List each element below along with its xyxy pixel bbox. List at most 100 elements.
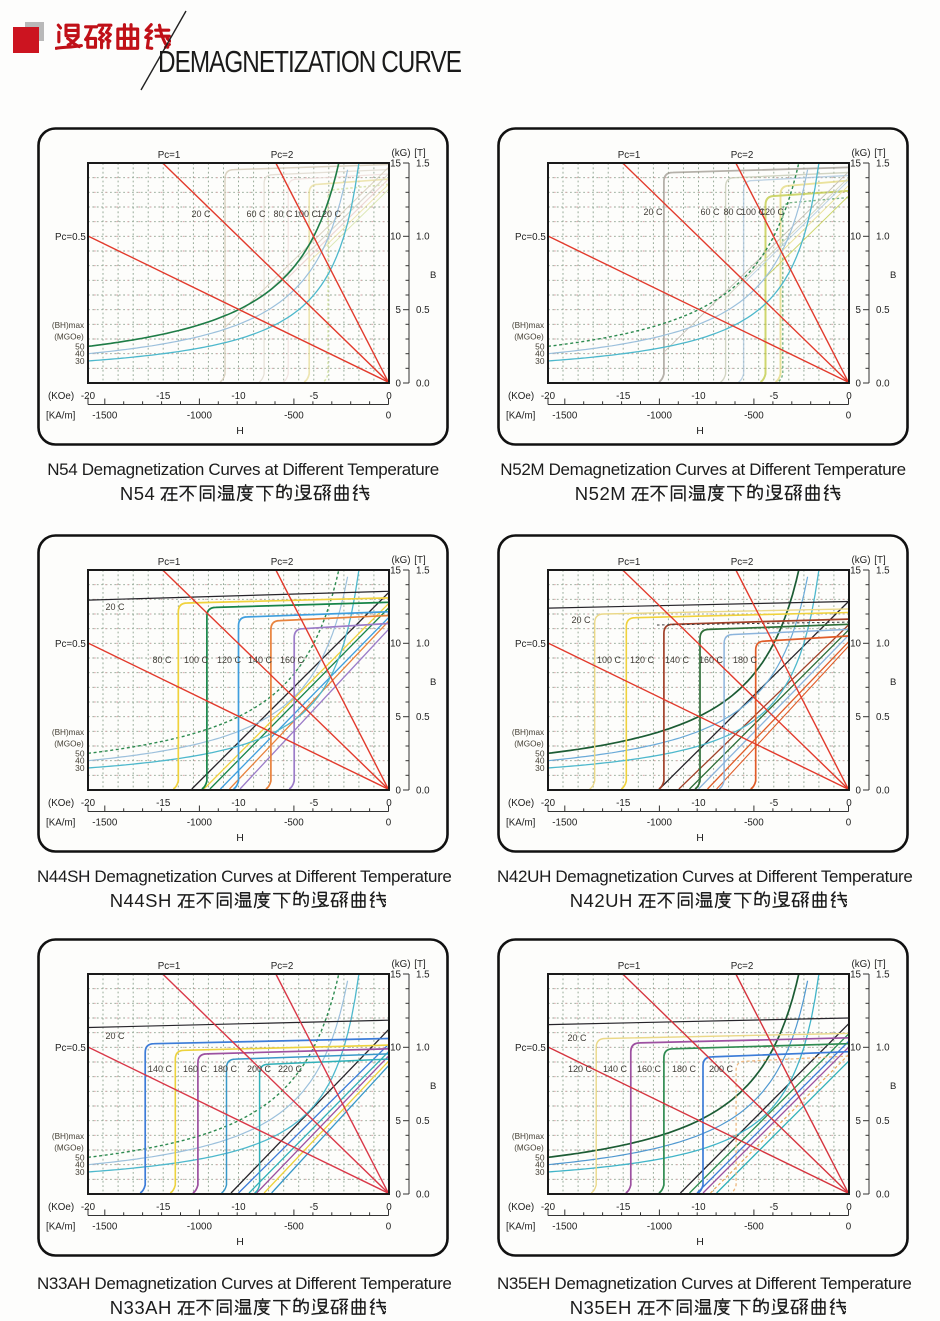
svg-text:0: 0 (856, 1189, 862, 1200)
svg-text:B: B (430, 677, 436, 688)
svg-text:30: 30 (535, 1167, 545, 1177)
svg-text:30: 30 (75, 356, 85, 366)
svg-text:40: 40 (535, 756, 545, 766)
svg-text:-1500: -1500 (92, 1222, 118, 1233)
svg-text:(kG): (kG) (391, 959, 410, 970)
svg-text:-500: -500 (284, 818, 304, 829)
svg-text:140 C: 140 C (603, 1064, 628, 1074)
svg-text:1.0: 1.0 (876, 232, 890, 243)
svg-text:-15: -15 (616, 1202, 631, 1213)
svg-text:[KA/m]: [KA/m] (506, 1222, 536, 1233)
svg-text:10: 10 (390, 232, 401, 243)
svg-text:B: B (430, 270, 436, 281)
svg-text:1.0: 1.0 (876, 639, 890, 650)
svg-text:[T]: [T] (874, 555, 886, 566)
svg-text:15: 15 (390, 565, 401, 576)
svg-text:0: 0 (386, 818, 392, 829)
svg-text:[KA/m]: [KA/m] (46, 1222, 76, 1233)
svg-text:140 C: 140 C (148, 1064, 173, 1074)
svg-text:Pc=0.5: Pc=0.5 (515, 639, 546, 650)
svg-text:120 C: 120 C (760, 207, 785, 217)
svg-text:-15: -15 (156, 1202, 171, 1213)
svg-text:5: 5 (856, 305, 862, 316)
svg-text:0: 0 (386, 798, 392, 809)
svg-text:100 C: 100 C (597, 655, 622, 665)
svg-text:-5: -5 (769, 1202, 778, 1213)
svg-text:(KOe): (KOe) (48, 798, 74, 809)
svg-text:-1000: -1000 (187, 1222, 213, 1233)
svg-text:(MGOe): (MGOe) (54, 333, 84, 342)
svg-text:5: 5 (396, 305, 402, 316)
svg-text:0.5: 0.5 (416, 305, 430, 316)
svg-text:0: 0 (396, 378, 402, 389)
svg-text:-10: -10 (691, 391, 706, 402)
svg-text:30: 30 (75, 1167, 85, 1177)
svg-text:B: B (430, 1081, 436, 1092)
svg-text:(kG): (kG) (851, 555, 870, 566)
svg-text:5: 5 (856, 1116, 862, 1127)
svg-text:10: 10 (850, 639, 861, 650)
svg-text:-1500: -1500 (92, 411, 118, 422)
svg-text:1.5: 1.5 (416, 969, 430, 980)
svg-text:B: B (890, 270, 896, 281)
svg-text:Pc=2: Pc=2 (731, 961, 754, 972)
svg-text:Pc=0.5: Pc=0.5 (55, 1043, 86, 1054)
svg-text:100 C: 100 C (184, 655, 209, 665)
svg-text:B: B (890, 1081, 896, 1092)
svg-text:1.5: 1.5 (876, 969, 890, 980)
svg-text:0: 0 (386, 1202, 392, 1213)
svg-text:Pc=2: Pc=2 (271, 961, 294, 972)
svg-text:80 C: 80 C (273, 209, 293, 219)
svg-text:-10: -10 (231, 1202, 246, 1213)
svg-text:10: 10 (850, 1043, 861, 1054)
svg-text:0.0: 0.0 (876, 378, 890, 389)
svg-text:180 C: 180 C (213, 1064, 238, 1074)
svg-text:-10: -10 (691, 798, 706, 809)
svg-text:-1000: -1000 (187, 411, 213, 422)
svg-text:H: H (696, 1236, 704, 1248)
svg-text:1.0: 1.0 (416, 1043, 430, 1054)
svg-text:1.5: 1.5 (876, 158, 890, 169)
svg-text:160 C: 160 C (699, 655, 724, 665)
svg-text:Pc=2: Pc=2 (271, 557, 294, 568)
svg-text:100 C: 100 C (294, 209, 319, 219)
svg-text:1.5: 1.5 (416, 158, 430, 169)
svg-text:200 C: 200 C (247, 1064, 272, 1074)
svg-text:[T]: [T] (874, 959, 886, 970)
svg-text:-1000: -1000 (647, 1222, 673, 1233)
svg-text:(BH)max: (BH)max (512, 321, 544, 330)
svg-text:0: 0 (846, 391, 852, 402)
svg-text:140 C: 140 C (665, 655, 690, 665)
svg-text:0.0: 0.0 (416, 1189, 430, 1200)
svg-text:1.0: 1.0 (416, 232, 430, 243)
svg-text:0: 0 (846, 818, 852, 829)
svg-text:160 C: 160 C (183, 1064, 208, 1074)
svg-text:H: H (696, 832, 704, 844)
svg-text:1.5: 1.5 (876, 565, 890, 576)
svg-text:-1500: -1500 (92, 818, 118, 829)
svg-text:1.5: 1.5 (416, 565, 430, 576)
svg-text:(BH)max: (BH)max (512, 728, 544, 737)
svg-text:-20: -20 (81, 798, 96, 809)
svg-text:5: 5 (396, 1116, 402, 1127)
svg-text:0: 0 (856, 378, 862, 389)
svg-text:Pc=1: Pc=1 (158, 557, 181, 568)
svg-text:-1000: -1000 (647, 818, 673, 829)
svg-text:0: 0 (386, 1222, 392, 1233)
svg-text:200 C: 200 C (709, 1064, 734, 1074)
svg-text:(MGOe): (MGOe) (514, 1144, 544, 1153)
svg-text:0.0: 0.0 (876, 1189, 890, 1200)
svg-text:50: 50 (75, 1152, 85, 1162)
svg-text:120 C: 120 C (568, 1064, 593, 1074)
svg-text:Pc=2: Pc=2 (731, 557, 754, 568)
svg-text:(kG): (kG) (851, 959, 870, 970)
svg-text:-500: -500 (744, 1222, 764, 1233)
svg-text:H: H (236, 425, 244, 437)
svg-text:(kG): (kG) (851, 148, 870, 159)
svg-text:120 C: 120 C (217, 655, 242, 665)
svg-text:-1500: -1500 (552, 411, 578, 422)
svg-text:(KOe): (KOe) (508, 1202, 534, 1213)
svg-text:0.5: 0.5 (876, 1116, 890, 1127)
svg-text:220 C: 220 C (278, 1064, 303, 1074)
svg-text:0: 0 (846, 411, 852, 422)
